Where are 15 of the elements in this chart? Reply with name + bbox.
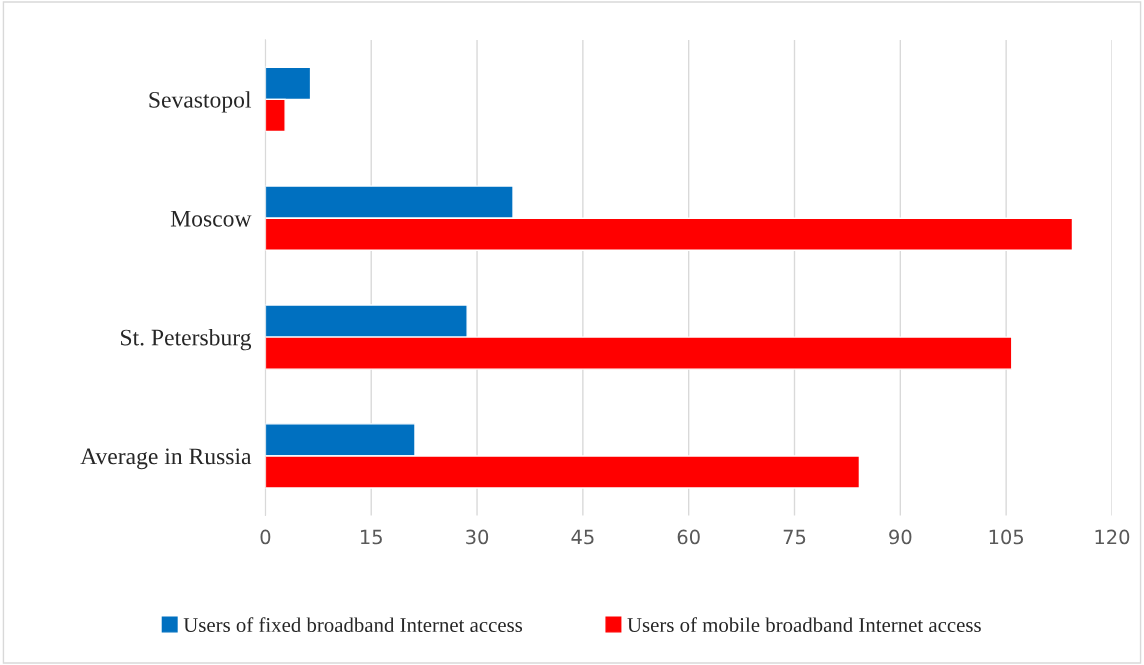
y-tick-label: Moscow <box>170 210 252 227</box>
x-tick-label: 105 <box>989 529 1024 545</box>
x-tick-label: 45 <box>571 529 594 545</box>
x-tick-label: 0 <box>260 529 271 545</box>
x-tick-label: 30 <box>466 529 489 545</box>
x-tick-label: 75 <box>783 529 806 545</box>
x-tick-label: 120 <box>1095 529 1130 545</box>
legend-label: Users of fixed broadband Internet access <box>183 617 523 633</box>
y-tick-label: St. Petersburg <box>121 328 252 351</box>
y-tick-label: Average in Russia <box>80 448 252 470</box>
x-tick-label: 90 <box>889 529 912 545</box>
legend-label: Users of mobile broadband Internet access <box>627 617 981 633</box>
x-tick-label: 60 <box>677 529 700 545</box>
y-tick-label: Sevastopol <box>149 91 252 113</box>
x-tick-label: 15 <box>360 529 382 545</box>
